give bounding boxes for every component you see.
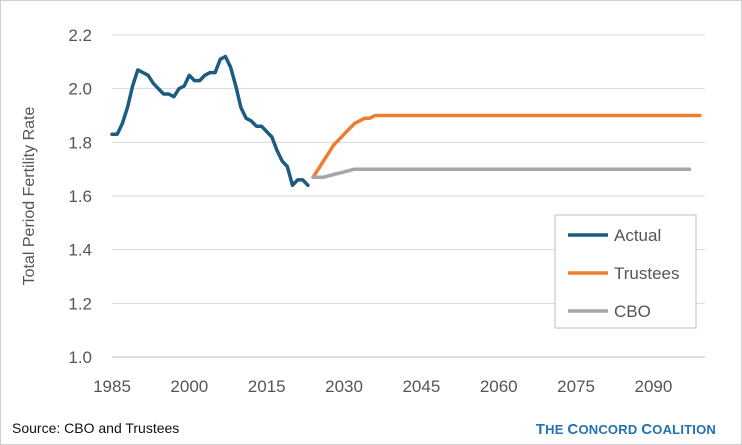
- legend-label-cbo: CBO: [614, 302, 651, 321]
- y-axis-title: Total Period Fertility Rate: [21, 107, 38, 286]
- y-tick-label: 1.8: [68, 133, 92, 152]
- brand-logo: THE CONCORD COALITION: [536, 421, 716, 438]
- y-tick-label: 1.6: [68, 187, 92, 206]
- x-tick-label: 2060: [480, 377, 518, 396]
- brand-c2: C: [641, 421, 653, 438]
- x-tick-labels: 1985 2000 2015 2030 2045 2060 2075 2090: [93, 377, 672, 396]
- brand-c1: C: [567, 421, 579, 438]
- legend-label-actual: Actual: [614, 226, 661, 245]
- y-tick-label: 1.4: [68, 241, 92, 260]
- legend-label-trustees: Trustees: [614, 264, 680, 283]
- brand-oncord: ONCORD: [578, 422, 642, 437]
- brand-oalition: OALITION: [652, 422, 716, 437]
- series-line-trustees: [311, 113, 702, 179]
- series-line-actual: [110, 54, 310, 188]
- x-tick-label: 2015: [248, 377, 286, 396]
- y-tick-label: 1.0: [68, 348, 92, 367]
- brand-t: T: [535, 421, 546, 438]
- x-tick-label: 2090: [635, 377, 673, 396]
- source-note: Source: CBO and Trustees: [12, 420, 180, 436]
- y-tick-label: 1.2: [68, 294, 92, 313]
- brand-he: HE: [545, 422, 568, 437]
- y-tick-label: 2.2: [68, 26, 92, 45]
- y-tick-label: 2.0: [68, 80, 92, 99]
- y-tick-labels: 1.0 1.2 1.4 1.6 1.8 2.0 2.2: [68, 26, 92, 367]
- x-tick-label: 2030: [325, 377, 363, 396]
- legend: Actual Trustees CBO: [554, 214, 697, 329]
- x-tick-label: 2075: [557, 377, 595, 396]
- x-tick-label: 2045: [402, 377, 440, 396]
- series-lines: [110, 54, 702, 188]
- x-tick-label: 1985: [93, 377, 131, 396]
- x-tick-label: 2000: [170, 377, 208, 396]
- series-line-cbo: [311, 167, 692, 179]
- line-chart: 1.0 1.2 1.4 1.6 1.8 2.0 2.2 1985 2000 2015 2030 20…: [21, 26, 705, 396]
